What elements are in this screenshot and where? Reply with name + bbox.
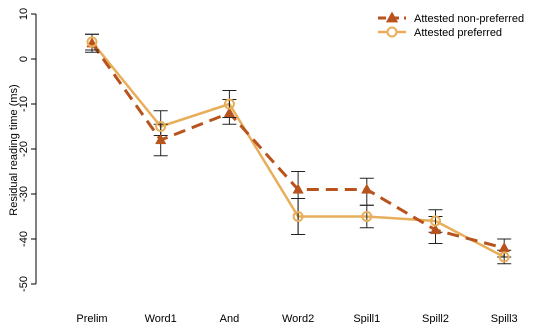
data-point-circle [223,98,235,110]
data-point-triangle [361,183,373,194]
legend-item: Attested preferred [378,26,502,39]
x-tick-label: Word2 [282,313,314,324]
error-bars [85,33,512,265]
y-axis-label: Residual reading time (ms) [8,84,20,215]
legend-marker-triangle [385,11,399,23]
data-point-circle [292,211,304,222]
x-tick-label: Prelim [76,313,107,324]
data-point-circle [86,36,98,48]
x-tick-label: Word1 [145,313,177,324]
legend-item: Attested non-preferred [378,11,524,25]
x-tick-label: Spill2 [422,313,449,324]
data-point-triangle [429,223,442,235]
y-tick-label: 10 [18,8,30,20]
y-tick-label: -30 [18,186,30,202]
markers [86,36,510,263]
x-tick-label: And [220,313,240,324]
data-point-circle [155,121,167,132]
legend-label: Attested non-preferred [414,13,524,25]
x-tick-label: Spill3 [491,313,518,324]
y-tick-label: 0 [18,56,30,62]
plot-area [85,33,512,265]
legend-label: Attested preferred [414,27,502,39]
data-point-circle [498,251,510,263]
data-point-circle [361,211,373,222]
x-tick-label: Spill1 [353,313,380,324]
y-axis: 10 0 -10 -20 -30 -40 -50 [18,8,37,292]
y-tick-label: -20 [18,141,30,157]
data-point-circle [430,215,441,227]
y-tick-label: -50 [18,276,30,292]
data-point-triangle [155,133,167,145]
data-point-triangle [223,106,236,118]
data-point-triangle [498,241,510,253]
data-point-triangle [292,183,304,194]
y-tick-label: -40 [18,231,30,247]
legend: Attested non-preferred Attested preferred [378,11,524,39]
legend-marker-circle [386,26,398,38]
y-tick-label: -10 [18,96,30,112]
x-axis: Prelim Word1 And Word2 Spill1 Spill2 Spill3 [76,313,517,324]
